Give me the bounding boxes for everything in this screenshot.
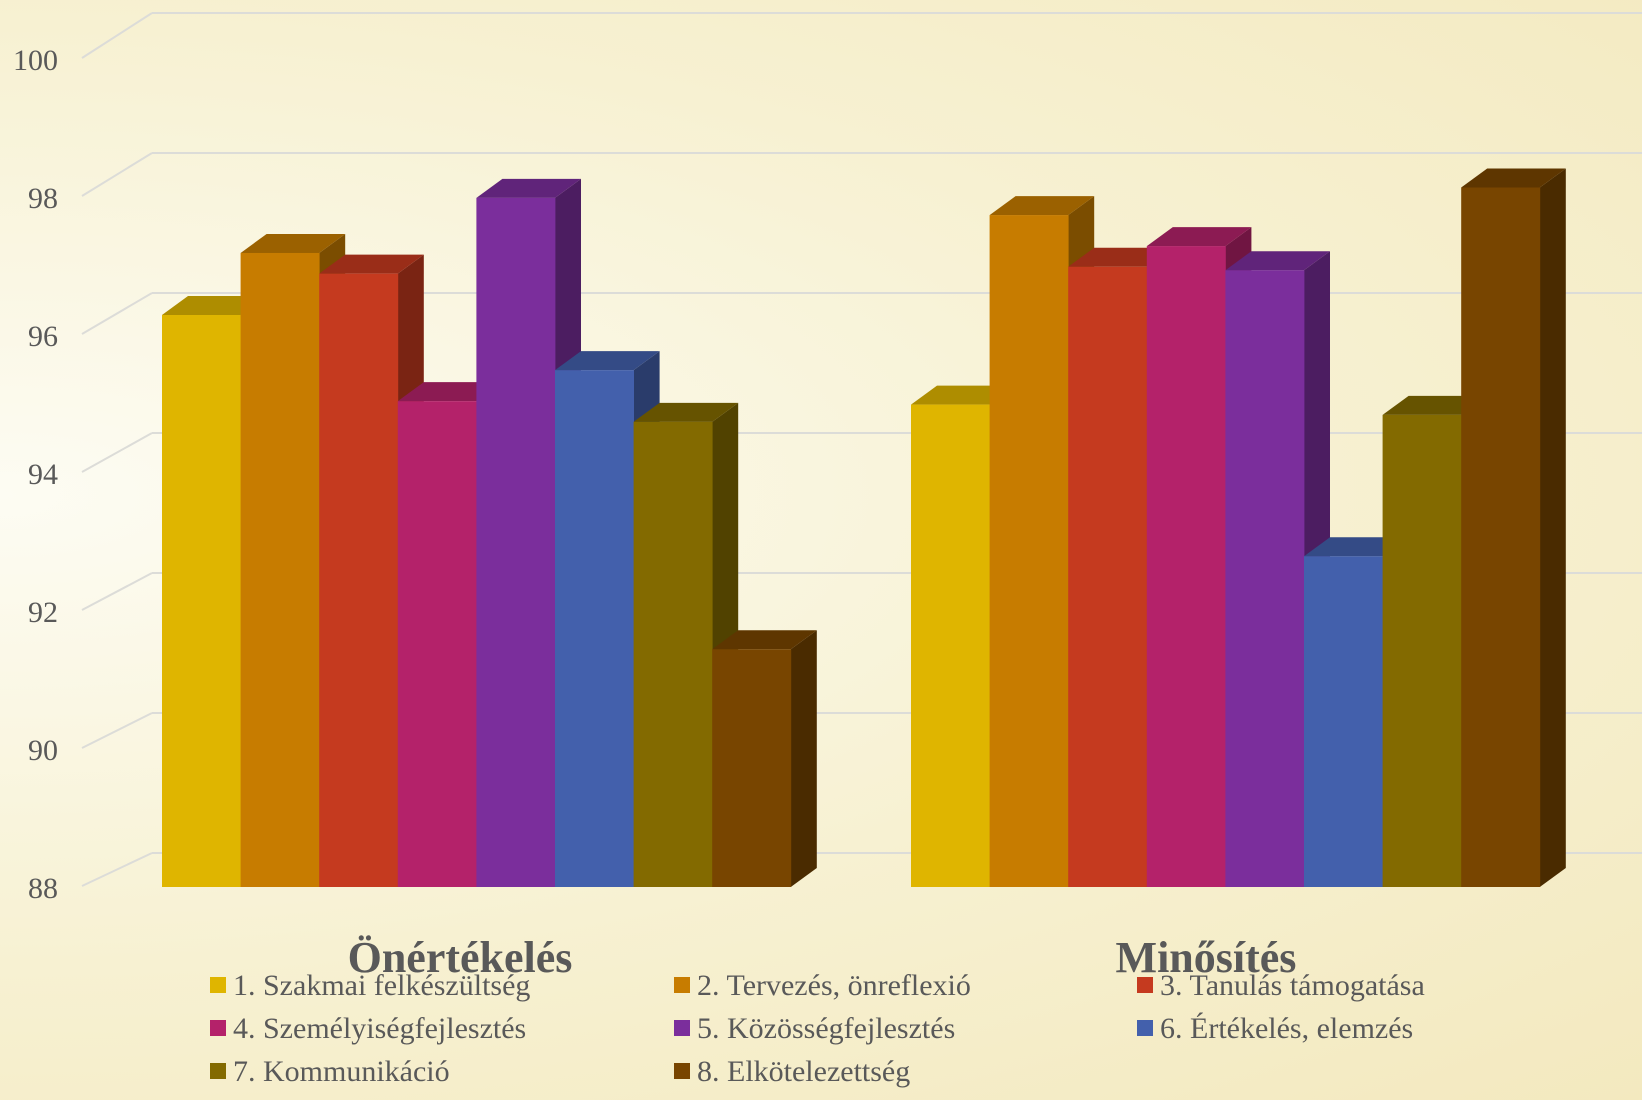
bar-top — [911, 385, 1016, 405]
gridline-depth-94 — [81, 432, 153, 473]
category-label: Önértékelés — [348, 933, 573, 982]
bar-front — [397, 401, 477, 887]
y-tick-label: 100 — [13, 44, 58, 77]
bars — [162, 168, 1566, 888]
bar-top — [240, 233, 346, 253]
x-axis: Önértékelés Minősítés — [348, 933, 1297, 982]
bar-front — [555, 370, 634, 887]
legend-label: 8. Elkötelezettség — [697, 1055, 910, 1088]
legend-label: 6. Értékelés, elemzés — [1160, 1012, 1413, 1045]
bar-front — [989, 215, 1069, 887]
legend-label: 3. Tanulás támogatása — [1160, 969, 1425, 1002]
bar-top — [1146, 227, 1252, 247]
legend-label: 5. Közösségfejlesztés — [697, 1012, 955, 1045]
bar-top — [162, 295, 267, 315]
legend-swatch — [210, 1063, 226, 1079]
bar-top — [1225, 251, 1330, 271]
bar — [712, 630, 817, 887]
bar-top — [1382, 395, 1488, 415]
bar-top — [633, 402, 739, 422]
bar-front — [319, 273, 399, 887]
bar-front — [1225, 270, 1305, 888]
legend-label: 1. Szakmai felkészültség — [233, 969, 530, 1002]
legend-label: 4. Személyiségfejlesztés — [233, 1012, 526, 1045]
bar-top — [555, 351, 660, 371]
legend-item: 8. Elkötelezettség — [674, 1055, 910, 1088]
bar-top — [1304, 537, 1409, 557]
legend-item: 5. Közösségfejlesztés — [674, 1012, 955, 1045]
legend-swatch — [1137, 1020, 1153, 1036]
gridline-depth-96 — [81, 292, 153, 335]
y-axis: 88 90 92 94 96 98 100 — [13, 44, 58, 905]
legend-swatch — [674, 977, 690, 993]
gridline-depth-98 — [81, 152, 153, 197]
gridline-depth-100 — [81, 12, 153, 59]
bar-top — [397, 382, 503, 402]
legend-item: 2. Tervezés, önreflexió — [674, 969, 971, 1002]
y-tick-label: 98 — [28, 182, 58, 215]
bar-side — [790, 630, 817, 887]
y-tick-label: 94 — [28, 458, 58, 491]
y-tick-label: 88 — [28, 872, 58, 905]
gridline-depth-90 — [81, 712, 153, 749]
bar-top — [712, 630, 817, 650]
y-tick-label: 90 — [28, 734, 58, 767]
bar-front — [1461, 187, 1541, 887]
legend-swatch — [210, 977, 226, 993]
bar-front — [476, 197, 556, 888]
bar-front — [162, 314, 241, 887]
bar-front — [1382, 414, 1462, 887]
legend-item: 3. Tanulás támogatása — [1137, 969, 1425, 1002]
legend-label: 2. Tervezés, önreflexió — [697, 969, 971, 1002]
gridline-depth-92 — [81, 572, 153, 611]
y-tick-label: 92 — [28, 596, 58, 629]
category-label: Minősítés — [1116, 933, 1297, 982]
bar — [1461, 168, 1566, 887]
gridline-depth-88 — [81, 852, 153, 887]
legend-item: 7. Kommunikáció — [210, 1055, 450, 1088]
bar-top — [319, 254, 424, 274]
bar-top — [476, 178, 581, 198]
bar-front — [712, 649, 792, 887]
bar-side — [1539, 168, 1566, 887]
bar-top — [1461, 168, 1566, 188]
bar-front — [1146, 246, 1226, 887]
legend-swatch — [210, 1020, 226, 1036]
legend: 1. Szakmai felkészültség 2. Tervezés, önr… — [210, 969, 1425, 1088]
legend-swatch — [674, 1020, 690, 1036]
bar-front — [1304, 556, 1383, 887]
bar-front — [633, 421, 713, 887]
legend-label: 7. Kommunikáció — [233, 1055, 450, 1088]
legend-item: 4. Személyiségfejlesztés — [210, 1012, 526, 1045]
bar-top — [989, 196, 1095, 216]
y-tick-label: 96 — [28, 320, 58, 353]
legend-item: 1. Szakmai felkészültség — [210, 969, 530, 1002]
bar-front — [1068, 266, 1148, 887]
bar-front — [240, 252, 320, 887]
bar-top — [1068, 247, 1173, 267]
legend-item: 6. Értékelés, elemzés — [1137, 1012, 1413, 1045]
legend-swatch — [674, 1063, 690, 1079]
bar-front — [911, 404, 990, 887]
legend-swatch — [1137, 977, 1153, 993]
